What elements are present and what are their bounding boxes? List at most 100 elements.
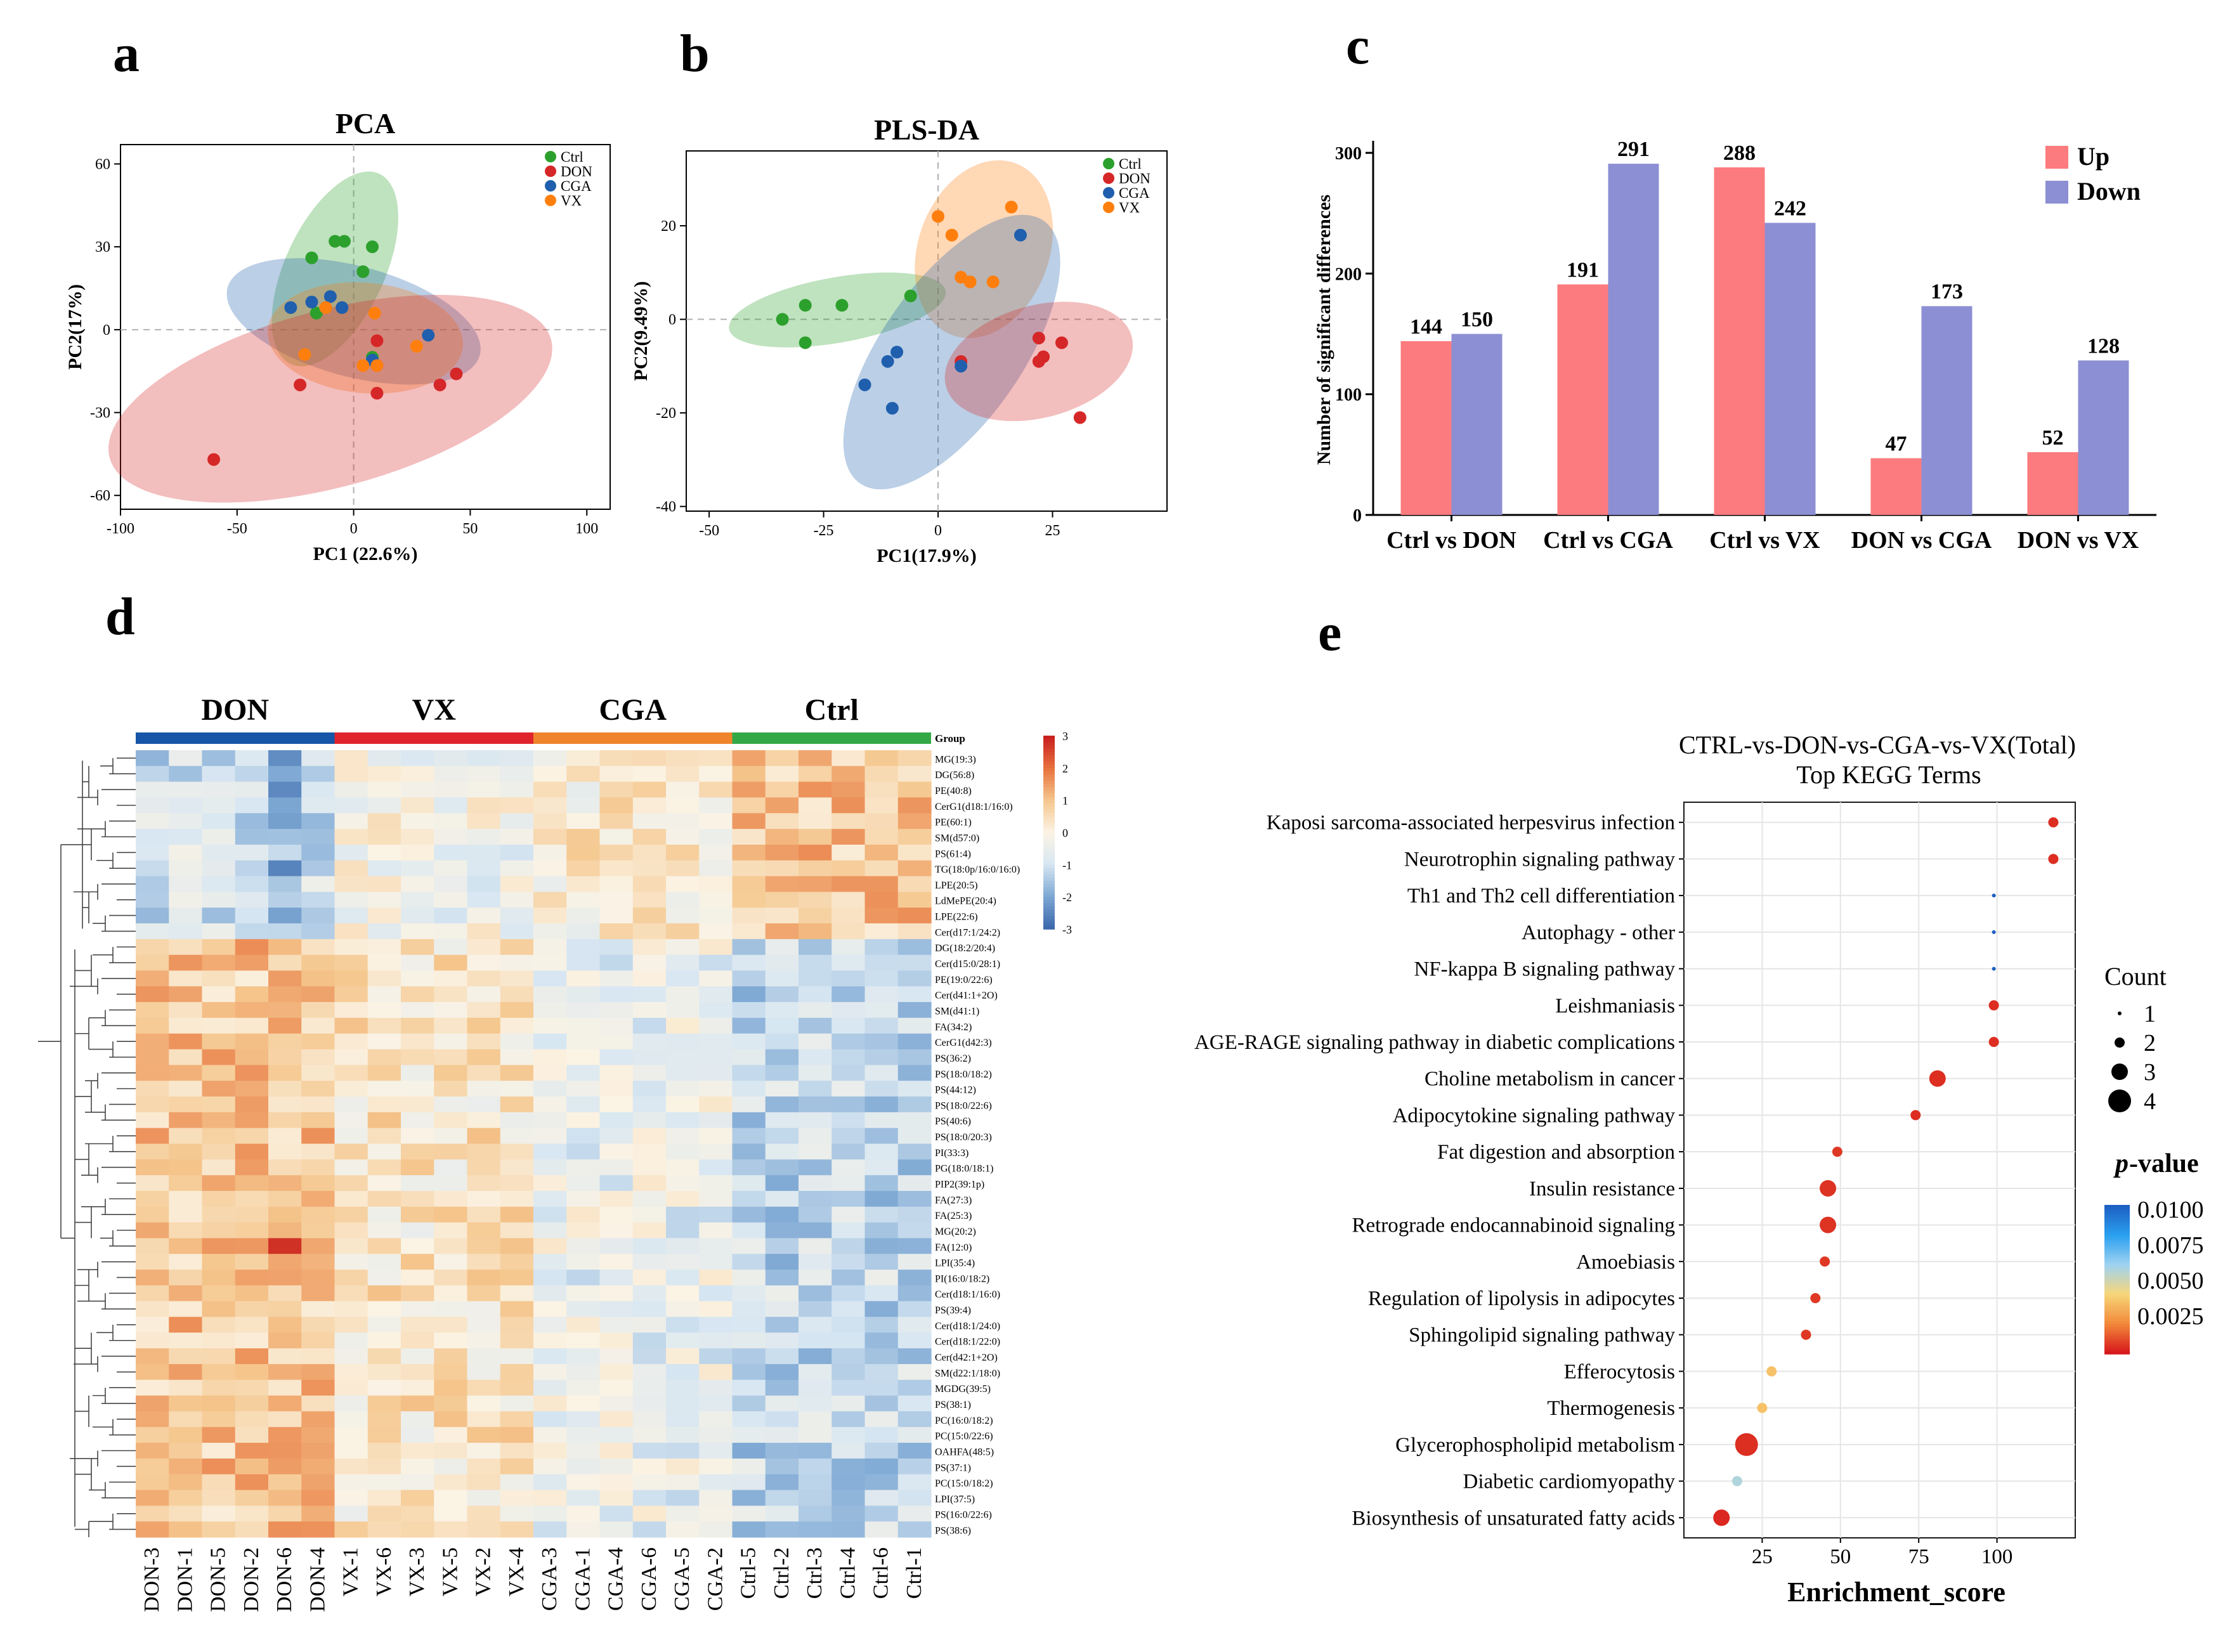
heatmap-cell (202, 1017, 236, 1034)
heatmap-cell (202, 860, 236, 877)
heatmap-cell (799, 1049, 832, 1065)
heatmap-cell (566, 1112, 601, 1129)
heatmap-cell (799, 876, 832, 892)
heatmap-cell (401, 1238, 434, 1254)
heatmap-cell (268, 907, 302, 924)
heatmap-cell (268, 750, 302, 767)
colorbar-segment (1043, 755, 1055, 759)
heatmap-cell (136, 1159, 169, 1176)
heatmap-cell (301, 1270, 336, 1286)
heatmap-cell (897, 1443, 932, 1459)
heatmap-cell (699, 954, 733, 972)
heatmap-cell (401, 765, 434, 783)
pvalue-colorbar-segment (2104, 1212, 2130, 1216)
heatmap-cell (301, 765, 336, 783)
heatmap-cell (334, 876, 368, 892)
heatmap-cell (732, 1128, 766, 1145)
heatmap-cell (367, 750, 401, 767)
heatmap-cell (235, 1458, 269, 1475)
heatmap-cell (334, 1081, 368, 1097)
colorbar-segment (1043, 880, 1055, 885)
colorbar-segment (1043, 803, 1055, 807)
heatmap-cell (632, 923, 667, 940)
heatmap-cell (235, 1427, 269, 1443)
heatmap-cell (799, 1332, 832, 1349)
heatmap-cell (765, 970, 799, 987)
enrichment-bubble (1929, 1070, 1946, 1087)
bar-down (1451, 334, 1503, 515)
heatmap-cell (831, 1002, 866, 1018)
sample-label: Ctrl-1 (903, 1547, 926, 1599)
data-point-ctrl (904, 289, 917, 302)
row-label: TG(18:0p/16:0/16:0) (935, 864, 1020, 875)
heatmap-cell (732, 1379, 766, 1396)
heatmap-cell (666, 1033, 700, 1050)
colorbar-segment (1043, 845, 1055, 849)
heatmap-cell (799, 1017, 832, 1034)
heatmap-cell (897, 876, 932, 892)
heatmap-cell (500, 1206, 534, 1223)
row-label: CerG1(d42:3) (935, 1037, 992, 1048)
heatmap-cell (367, 1363, 401, 1381)
colorbar-segment (1043, 764, 1055, 769)
heatmap-cell (831, 1159, 866, 1176)
heatmap-cell (765, 892, 799, 908)
x-axis-label: PC1(17.9%) (877, 545, 976, 566)
heatmap-cell (467, 1190, 501, 1207)
heatmap-cell (136, 1128, 169, 1145)
legend-label-ctrl: Ctrl (1119, 156, 1142, 172)
heatmap-cell (401, 813, 434, 829)
heatmap-cell (434, 1081, 468, 1097)
heatmap-cell (401, 1175, 434, 1192)
heatmap-cell (765, 1190, 799, 1207)
heatmap-cell (268, 876, 302, 892)
kegg-enrichment-bubble-chart: Kaposi sarcoma-associated herpesvirus in… (1194, 731, 2203, 1608)
heatmap-cell (401, 907, 434, 924)
heatmap-cell (235, 1474, 269, 1491)
panel-letter-c: c (1346, 16, 1369, 75)
heatmap-cell (268, 844, 302, 861)
heatmap-cell (799, 1506, 832, 1522)
heatmap-cell (732, 907, 766, 924)
heatmap-cell (367, 892, 401, 908)
heatmap-cell (268, 829, 302, 845)
heatmap-cell (566, 1238, 601, 1254)
heatmap-cell (831, 1065, 866, 1081)
heatmap-cell (235, 1395, 269, 1412)
heatmap-cell (632, 1222, 667, 1239)
pvalue-colorbar-segment (2104, 1239, 2130, 1243)
data-point-don (1073, 411, 1086, 424)
heatmap-cell (632, 1427, 667, 1443)
colorbar-tick-label: -2 (1062, 891, 1072, 904)
heatmap-cell (632, 986, 667, 1003)
pvalue-colorbar-segment (2104, 1289, 2130, 1292)
heatmap-cell (666, 1190, 700, 1207)
heatmap-cell (235, 765, 269, 783)
heatmap-cell (566, 1190, 601, 1207)
heatmap-cell (467, 781, 501, 798)
heatmap-cell (831, 876, 866, 892)
heatmap-cell (434, 1285, 468, 1302)
heatmap-cell (334, 954, 368, 972)
heatmap-cell (566, 1017, 601, 1034)
heatmap-cell (169, 907, 203, 924)
heatmap-cell (599, 1285, 634, 1302)
enrichment-bubble (1810, 1292, 1821, 1303)
heatmap-cell (632, 1081, 667, 1097)
sample-label: Ctrl-5 (737, 1547, 760, 1599)
data-point-don (207, 453, 221, 466)
x-tick-label: -25 (814, 523, 834, 539)
heatmap-cell (334, 813, 368, 829)
heatmap-cell (632, 829, 667, 845)
heatmap-cell (334, 1348, 368, 1365)
heatmap-cell (732, 1033, 766, 1050)
heatmap-cell (169, 1206, 203, 1223)
heatmap-cell (599, 1363, 634, 1381)
size-legend-label: 2 (2144, 1030, 2156, 1057)
heatmap-cell (765, 1112, 799, 1129)
heatmap-cell (268, 813, 302, 829)
term-label: Insulin resistance (1529, 1178, 1675, 1200)
heatmap-cell (235, 1254, 269, 1270)
heatmap-cell (864, 892, 899, 908)
